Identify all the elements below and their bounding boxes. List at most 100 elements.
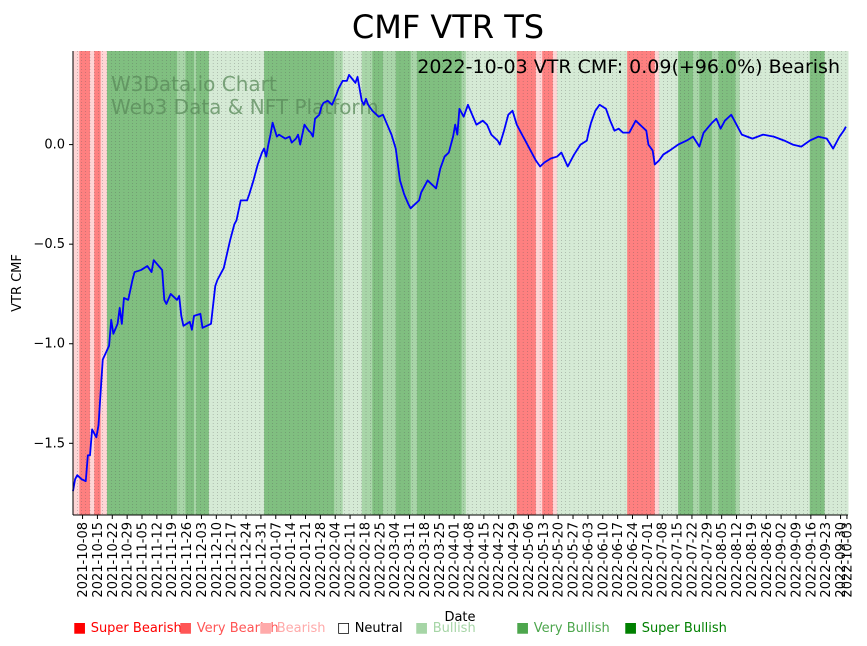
legend-label: Bullish [432,621,476,636]
x-tick-label: 2021-11-05 [136,522,151,598]
legend-item-super-bearish: ■ Super Bearish [73,620,182,636]
y-tick-label: 0.0 [44,138,65,153]
regime-band-bullish [194,51,197,515]
regime-bands [73,51,849,515]
x-tick-label: 2022-09-16 [804,522,819,598]
regime-band-neutral [208,51,265,515]
x-tick-label: 2022-07-29 [700,522,715,598]
x-tick-label: 2022-06-24 [626,522,641,598]
y-tick-label: −1.0 [33,337,65,352]
regime-band-neutral [659,51,679,515]
x-tick-label: 2022-05-27 [567,522,582,598]
x-tick-label: 2022-09-02 [775,522,790,598]
x-tick-label: 2022-04-29 [507,522,522,598]
x-tick-label: 2022-07-01 [641,522,656,598]
x-tick-label: 2022-03-11 [403,522,418,598]
regime-band-very-bullish [106,51,178,515]
legend-label: Super Bearish [90,621,182,636]
x-ticks: 2021-10-08 2021-10-15 2021-10-22 2021-10-29… [76,515,855,598]
regime-band-bearish [73,51,80,515]
x-tick-label: 2022-10-03 [840,522,855,598]
regime-band-bullish [383,51,397,515]
x-tick-label: 2022-08-12 [730,522,745,598]
regime-band-bearish [535,51,543,515]
legend-swatch-icon: □ [337,620,355,636]
legend-label: Bearish [276,621,326,636]
x-tick-label: 2022-05-20 [552,522,567,598]
legend-swatch-icon: ■ [73,620,91,636]
x-tick-label: 2022-02-04 [329,522,344,598]
x-tick-label: 2022-08-05 [715,522,730,598]
x-tick-label: 2021-11-26 [180,522,195,598]
x-tick-label: 2021-10-15 [91,522,106,598]
legend-swatch-icon: ■ [516,620,534,636]
x-tick-label: 2022-04-01 [448,522,463,598]
x-tick-label: 2022-07-15 [671,522,686,598]
x-tick-label: 2022-01-07 [269,522,284,598]
regime-band-neutral [465,51,518,515]
regime-band-bullish [735,51,741,515]
y-tick-label: −0.5 [33,237,65,252]
regime-band-very-bullish [395,51,412,515]
legend-item-bullish: ■ Bullish [415,620,476,636]
x-tick-label: 2022-01-28 [314,522,329,598]
x-tick-label: 2021-12-10 [210,522,225,598]
regime-band-bearish [89,51,95,515]
x-tick-label: 2022-05-13 [537,522,552,598]
x-tick-label: 2022-07-22 [685,522,700,598]
legend-item-very-bearish: ■ Very Bearish [179,620,279,636]
legend-item-bearish: ■ Bearish [259,620,326,636]
regime-band-very-bearish [516,51,537,515]
x-tick-label: 2022-03-18 [418,522,433,598]
x-tick-label: 2021-12-17 [225,522,240,598]
cmf-series-line [72,74,847,492]
regime-band-neutral [557,51,628,515]
x-tick-label: 2022-08-19 [745,522,760,598]
x-tick-label: 2022-05-06 [522,522,537,598]
y-ticks: 0.0 −0.5 −1.0 −1.5 [33,138,73,451]
legend-swatch-icon: ■ [415,620,433,636]
x-tick-label: 2022-04-22 [492,522,507,598]
watermark-line-2: Web3 Data & NFT Platform [111,95,379,119]
x-tick-label: 2021-12-31 [254,522,269,598]
legend-swatch-icon: ■ [624,620,642,636]
x-tick-label: 2022-09-30 [834,522,849,598]
watermark-line-1: W3Data.io Chart [111,72,277,96]
x-tick-label: 2021-11-19 [165,522,180,598]
y-tick-label: −1.5 [33,436,65,451]
legend-label: Super Bullish [641,621,727,636]
x-tick-label: 2022-02-11 [344,522,359,598]
legend-swatch-icon: ■ [179,620,197,636]
x-tick-label: 2022-09-23 [819,522,834,598]
legend-item-neutral: □ Neutral [337,620,403,636]
regime-band-bullish [334,51,344,515]
legend-swatch-icon: ■ [259,620,277,636]
x-tick-label: 2022-02-18 [358,522,373,598]
x-tick-label: 2022-06-03 [581,522,596,598]
regime-band-very-bearish [627,51,656,515]
x-tick-label: 2022-03-25 [433,522,448,598]
x-tick-label: 2022-06-10 [596,522,611,598]
regime-band-very-bearish [542,51,554,515]
regime-band-bearish [100,51,108,515]
vertical-gridlines [72,51,847,515]
regime-band-very-bullish [196,51,210,515]
regime-band-neutral [342,51,363,515]
regime-band-bullish [693,51,700,515]
legend-item-super-bullish: ■ Super Bullish [624,620,727,636]
legend-label: Very Bullish [533,621,610,636]
axes [72,51,848,516]
x-tick-label: 2022-04-08 [462,522,477,598]
regime-band-bullish [361,51,373,515]
chart-title: CMF VTR TS [352,8,544,46]
regime-band-bullish [461,51,467,515]
x-tick-label: 2021-10-22 [106,522,121,598]
x-tick-label: 2022-01-21 [299,522,314,598]
regime-band-very-bearish [79,51,91,515]
x-tick-label: 2022-01-14 [284,522,299,598]
x-axis-label: Date [444,610,475,625]
x-tick-label: 2022-03-04 [388,522,403,598]
x-tick-label: 2021-10-08 [76,522,91,598]
x-tick-label: 2021-12-24 [240,522,255,598]
